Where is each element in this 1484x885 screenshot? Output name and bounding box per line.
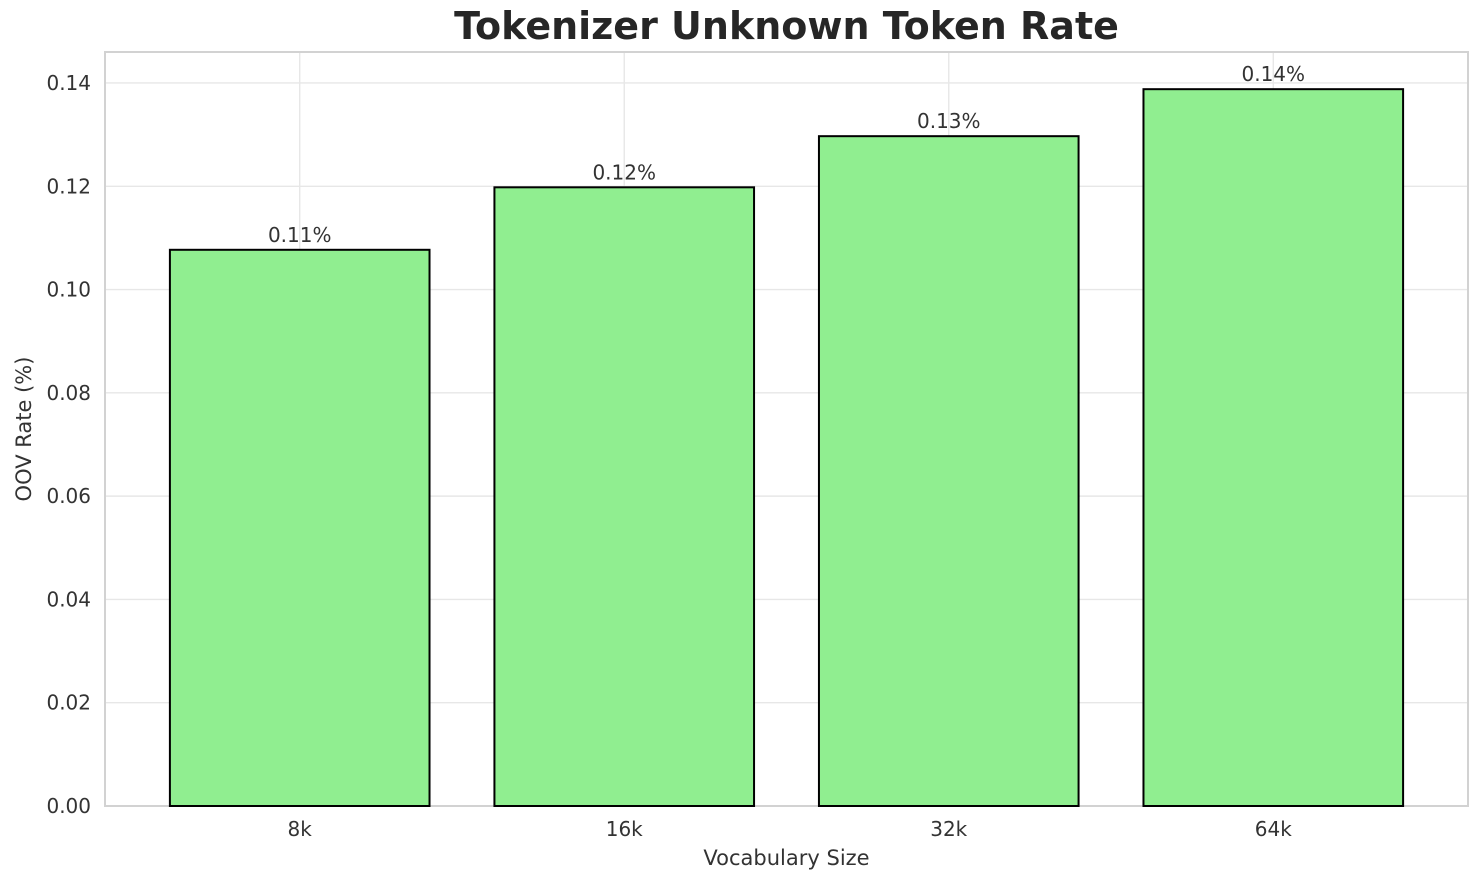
ytick-label-0.08: 0.08	[46, 381, 91, 405]
xtick-label-32k: 32k	[930, 817, 967, 841]
ytick-label-0.02: 0.02	[46, 691, 91, 715]
xtick-label-64k: 64k	[1255, 817, 1292, 841]
bar-64k	[1142, 88, 1405, 808]
bar-32k	[817, 135, 1080, 808]
ytick-label-0.12: 0.12	[46, 174, 91, 198]
ytick-label-0.14: 0.14	[46, 71, 91, 95]
ytick-label-0.04: 0.04	[46, 587, 91, 611]
bar-label-16k: 0.12%	[592, 160, 656, 184]
ytick-label-0.10: 0.10	[46, 278, 91, 302]
plot-border	[104, 51, 1469, 807]
bar-label-32k: 0.13%	[917, 109, 981, 133]
chart-title: Tokenizer Unknown Token Rate	[454, 4, 1119, 48]
xtick-label-16k: 16k	[606, 817, 643, 841]
x-axis-label: Vocabulary Size	[703, 846, 870, 870]
ytick-label-0.00: 0.00	[46, 794, 91, 818]
bar-16k	[493, 186, 756, 808]
bar-label-8k: 0.11%	[268, 223, 332, 247]
bar-8k	[168, 248, 431, 807]
ytick-label-0.06: 0.06	[46, 484, 91, 508]
xtick-label-8k: 8k	[288, 817, 313, 841]
bar-label-64k: 0.14%	[1242, 62, 1306, 86]
